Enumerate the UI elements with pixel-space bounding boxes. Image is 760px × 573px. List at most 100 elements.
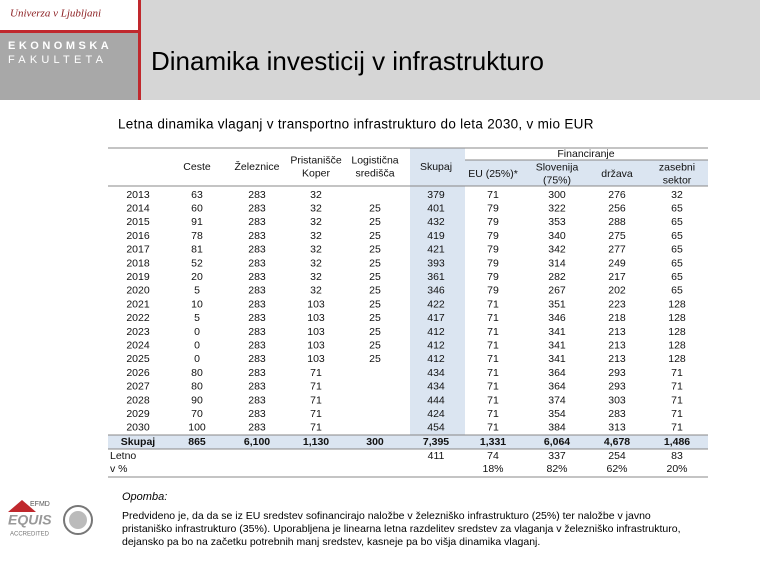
cell: 25 <box>369 312 381 324</box>
cell: 128 <box>668 298 686 310</box>
cell: 364 <box>548 367 566 379</box>
cell: 25 <box>369 353 381 365</box>
cell: 283 <box>248 367 266 379</box>
cell: 65 <box>671 216 683 228</box>
logo-seal <box>69 511 87 529</box>
table: Financiranje Ceste Železnice PristaniščeKo… <box>108 147 708 478</box>
column-header: Koper <box>302 167 331 179</box>
row-year: 2030 <box>126 422 150 434</box>
university-rule <box>0 30 138 33</box>
cell: 71 <box>310 394 322 406</box>
row-year: 2019 <box>126 271 150 283</box>
cell: 412 <box>427 339 445 351</box>
cell: 79 <box>487 271 499 283</box>
funding-header-shade <box>465 160 708 186</box>
cell: 254 <box>608 450 626 462</box>
cell: 128 <box>668 353 686 365</box>
note-line: dejansko pa bo na začetku potrebnih manj… <box>122 536 540 548</box>
cell: 342 <box>548 244 566 256</box>
cell: 71 <box>487 381 499 393</box>
cell: 52 <box>191 257 203 269</box>
cell: 71 <box>310 408 322 420</box>
cell: 32 <box>310 271 322 283</box>
cell: 283 <box>248 394 266 406</box>
row-year: 2027 <box>126 381 150 393</box>
cell: 282 <box>548 271 566 283</box>
cell: 25 <box>369 202 381 214</box>
row-year: 2021 <box>126 298 150 310</box>
cell: 71 <box>487 312 499 324</box>
cell: 275 <box>608 230 626 242</box>
column-header: (75%) <box>543 174 571 186</box>
cell: 364 <box>548 381 566 393</box>
cell: 454 <box>427 422 445 434</box>
logo-mark <box>8 500 36 512</box>
cell: 71 <box>487 422 499 434</box>
cell: 63 <box>191 189 203 201</box>
cell: 283 <box>248 353 266 365</box>
table-subtitle: Letna dinamika vlaganj v transportno inf… <box>118 117 594 132</box>
row-year: 2013 <box>126 189 150 201</box>
row-label: v % <box>110 463 128 475</box>
cell: 283 <box>248 216 266 228</box>
cell: 313 <box>608 422 626 434</box>
cell: 25 <box>369 285 381 297</box>
cell: 1,486 <box>664 436 690 448</box>
column-header: Ceste <box>183 161 211 173</box>
cell: 4,678 <box>604 436 630 448</box>
row-year: 2024 <box>126 339 150 351</box>
cell: 283 <box>248 230 266 242</box>
cell: 412 <box>427 326 445 338</box>
cell: 249 <box>608 257 626 269</box>
cell: 374 <box>548 394 566 406</box>
cell: 432 <box>427 216 445 228</box>
cell: 444 <box>427 394 445 406</box>
cell: 0 <box>194 353 200 365</box>
cell: 71 <box>487 408 499 420</box>
column-header: Skupaj <box>420 161 452 173</box>
cell: 417 <box>427 312 445 324</box>
cell: 70 <box>191 408 203 420</box>
row-year: 2023 <box>126 326 150 338</box>
cell: 74 <box>487 450 499 462</box>
cell: 79 <box>487 257 499 269</box>
logo-text: EFMD <box>30 501 50 508</box>
cell: 81 <box>191 244 203 256</box>
cell: 434 <box>427 381 445 393</box>
row-year: 2017 <box>126 244 150 256</box>
cell: 25 <box>369 271 381 283</box>
faculty-box <box>0 30 138 100</box>
cell: 322 <box>548 202 566 214</box>
row-year: 2029 <box>126 408 150 420</box>
cell: 103 <box>307 353 325 365</box>
row-year: 2018 <box>126 257 150 269</box>
column-header: sektor <box>663 174 692 186</box>
cell: 384 <box>548 422 566 434</box>
cell: 32 <box>310 189 322 201</box>
cell: 65 <box>671 230 683 242</box>
cell: 256 <box>608 202 626 214</box>
cell: 434 <box>427 367 445 379</box>
cell: 25 <box>369 326 381 338</box>
cell: 71 <box>671 381 683 393</box>
cell: 283 <box>608 408 626 420</box>
note-line: Predvideno je, da da se iz EU sredstev s… <box>122 510 651 522</box>
logo-text: EQUIS <box>8 512 52 528</box>
cell: 60 <box>191 202 203 214</box>
faculty-line: EKONOMSKA <box>8 40 112 52</box>
cell: 103 <box>307 339 325 351</box>
row-label: Skupaj <box>121 436 156 448</box>
cell: 303 <box>608 394 626 406</box>
cell: 91 <box>191 216 203 228</box>
logo: EFMD EQUIS ACCREDITED <box>8 500 93 538</box>
cell: 25 <box>369 244 381 256</box>
cell: 346 <box>548 312 566 324</box>
cell: 71 <box>487 394 499 406</box>
cell: 393 <box>427 257 445 269</box>
cell: 213 <box>608 326 626 338</box>
row-year: 2015 <box>126 216 150 228</box>
cell: 283 <box>248 298 266 310</box>
cell: 341 <box>548 326 566 338</box>
cell: 79 <box>487 230 499 242</box>
